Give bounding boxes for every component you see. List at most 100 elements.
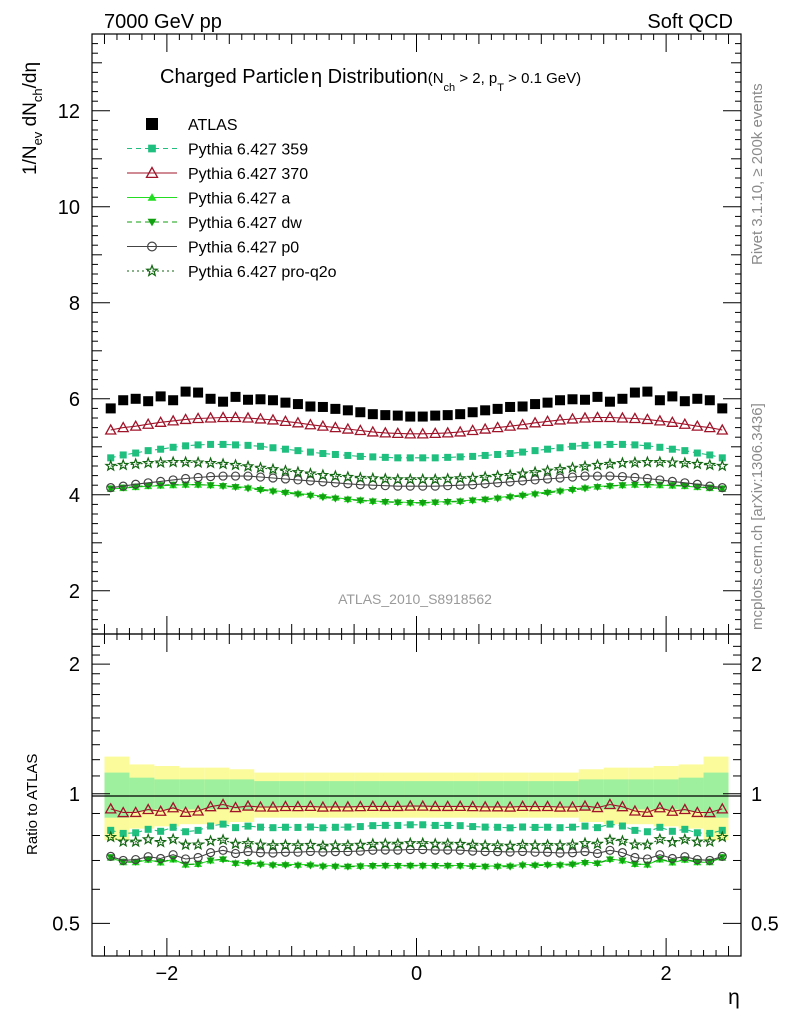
legend-entry: Pythia 6.427 dw (127, 215, 302, 232)
ratio-point (254, 838, 267, 851)
data-point (328, 469, 342, 482)
data-point (279, 464, 292, 477)
data-point (179, 455, 192, 468)
data-point (618, 440, 626, 448)
data-point (606, 440, 614, 448)
ratio-point (717, 851, 727, 861)
data-point (456, 453, 464, 461)
data-point (380, 410, 391, 421)
data-point (218, 471, 228, 481)
data-point (144, 482, 153, 490)
ratio-point (593, 860, 602, 868)
data-point (106, 483, 116, 493)
plot-title-main: Charged Particle (160, 66, 309, 88)
ratio-point (191, 804, 205, 816)
y-tick-label-main: 8 (69, 293, 80, 315)
data-point (179, 413, 192, 425)
data-point (191, 455, 205, 469)
ratio-point (241, 799, 255, 811)
data-point (491, 469, 505, 482)
ratio-point (232, 824, 240, 832)
data-point (617, 471, 628, 482)
data-point (130, 393, 141, 404)
data-point (216, 457, 230, 470)
ratio-point (566, 800, 579, 812)
data-point (455, 409, 466, 420)
data-point (269, 444, 277, 452)
ratio-point (316, 839, 330, 852)
series-5-ratio (106, 844, 727, 866)
ratio-point (268, 862, 277, 870)
data-point (516, 418, 529, 430)
ratio-point (591, 801, 604, 813)
data-point (530, 399, 541, 410)
data-point (593, 441, 601, 449)
data-point (194, 481, 203, 489)
legend-entry: Pythia 6.427 pro-q2o (127, 263, 337, 281)
ratio-point (691, 806, 704, 818)
y-tick-label-ratio-right: 2 (751, 654, 762, 676)
ratio-point (205, 848, 216, 858)
main-panel: 2 4 6 8 10 12 Charged Particle η Distribution(… (20, 33, 742, 635)
ratio-point (304, 800, 317, 812)
data-point (480, 405, 491, 416)
data-point (316, 419, 329, 431)
ratio-point (494, 823, 502, 831)
series-0-main (105, 386, 728, 422)
data-point (131, 479, 141, 489)
ratio-point (166, 832, 180, 845)
ratio-point (628, 804, 642, 816)
ratio-point (316, 800, 329, 812)
rivet-version-label: Rivet 3.1.10, ≥ 200k events (749, 83, 766, 265)
y-tick-label-ratio-right: 0.5 (751, 913, 779, 935)
ratio-point (528, 800, 542, 812)
data-point (305, 476, 316, 486)
data-point (142, 417, 155, 429)
ratio-point (403, 836, 417, 849)
ratio-point (181, 854, 191, 864)
ratio-point (331, 823, 339, 831)
ratio-point (580, 859, 589, 867)
ylabel-part2: dN (20, 102, 41, 132)
data-point (668, 445, 676, 453)
ratio-point (469, 823, 477, 831)
series-4-ratio (106, 854, 727, 871)
data-point (318, 494, 327, 502)
ratio-point (703, 834, 717, 848)
data-point (243, 394, 254, 405)
data-point (468, 497, 477, 505)
data-point (441, 472, 455, 485)
data-point (643, 442, 651, 450)
y-tick-label-main: 6 (69, 389, 80, 411)
x-tick-labels: −2 0 2 (155, 963, 671, 985)
ratio-point (306, 823, 314, 831)
ratio-tick-labels: 0.5 0.5 1 1 2 2 (52, 654, 779, 935)
ratio-point (179, 838, 192, 851)
ratio-point (491, 800, 504, 812)
ratio-point (466, 800, 479, 812)
data-point (230, 391, 241, 402)
ratio-point (216, 798, 230, 810)
data-point (544, 445, 552, 453)
data-point (181, 481, 190, 489)
ratio-point (681, 825, 689, 833)
data-point (291, 465, 305, 478)
data-point (591, 458, 604, 471)
ratio-point (194, 861, 203, 869)
ratio-point (378, 837, 392, 850)
stat-uncertainty-band (653, 779, 679, 810)
data-point (118, 481, 128, 491)
ratio-point (318, 863, 327, 871)
data-point (566, 412, 579, 424)
data-point (194, 441, 202, 449)
ratio-axis-ticks (92, 634, 741, 956)
data-point (241, 459, 255, 472)
main-plot-marks (104, 386, 729, 507)
ratio-point (381, 862, 390, 870)
data-point (567, 472, 578, 482)
data-point (693, 483, 702, 491)
ratio-point (294, 823, 302, 831)
ratio-point (194, 826, 202, 834)
ratio-point (129, 835, 143, 848)
ratio-point (204, 800, 217, 812)
